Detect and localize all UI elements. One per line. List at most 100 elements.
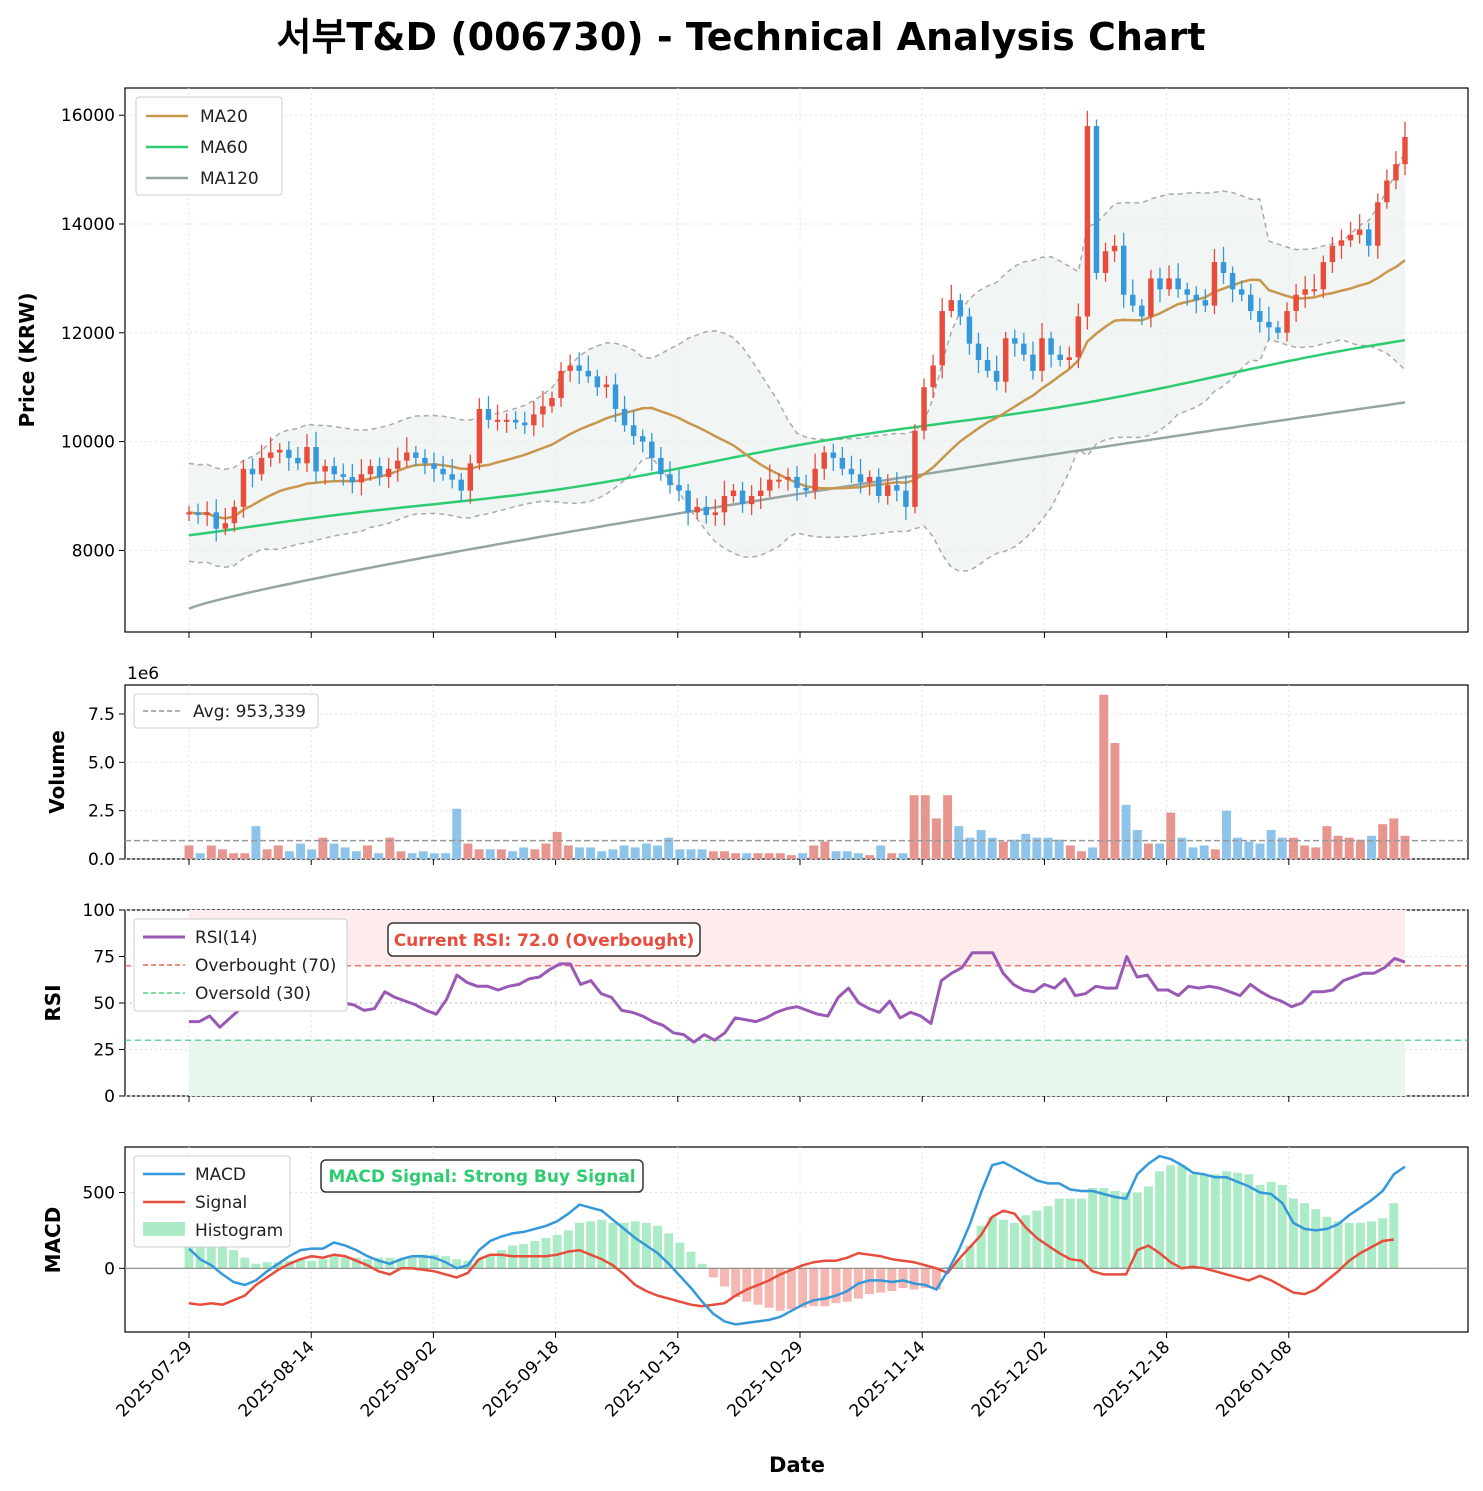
macd-histogram-bar [1300, 1203, 1310, 1269]
volume-bar [909, 795, 919, 859]
candle-body [1021, 343, 1027, 355]
candle-body [785, 476, 791, 480]
volume-bar [1110, 743, 1120, 859]
macd-histogram-bar [1266, 1181, 1276, 1269]
volume-bar [1333, 835, 1343, 859]
candle-body [1402, 136, 1408, 165]
candle-body [1311, 289, 1317, 292]
macd-legend: MACD Signal Histogram [133, 1155, 291, 1248]
rsi-ytick-label: 0 [104, 1087, 115, 1107]
x-tick-label: 2025-10-29 [724, 1337, 808, 1421]
volume-bar [630, 847, 640, 859]
volume-bar [831, 851, 841, 859]
macd-line [188, 1154, 1406, 1326]
volume-bar [195, 853, 205, 859]
macd-histogram-bar [1054, 1198, 1064, 1269]
volume-bar [541, 843, 551, 859]
macd-panel: 0 500 [83, 1146, 1469, 1338]
legend-overbought: Overbought (70) [195, 956, 336, 976]
volume-bar [653, 845, 663, 859]
volume-bar [987, 837, 997, 859]
volume-bar [697, 849, 707, 859]
candle-body [712, 512, 719, 516]
candle-body [921, 387, 927, 431]
macd-histogram-bar [574, 1222, 584, 1269]
overbought-zone [189, 910, 1405, 966]
macd-histogram-bar [407, 1256, 417, 1269]
volume-bar [943, 795, 953, 859]
candle-body [222, 523, 229, 529]
volume-bar [820, 841, 830, 859]
macd-histogram-bar [1010, 1222, 1020, 1269]
candle-body [767, 479, 773, 491]
volume-bar [1378, 824, 1388, 859]
x-tick-label: 2025-10-13 [601, 1337, 685, 1421]
macd-histogram-bar [1344, 1222, 1354, 1269]
candle-body [422, 457, 428, 464]
candle-body [939, 311, 945, 366]
legend-ma20: MA20 [200, 107, 248, 127]
x-axis-ticks: 2025-07-29 2025-08-14 2025-09-02 2025-09-18… [113, 1337, 1297, 1421]
candle-body [821, 452, 827, 469]
x-tick-label: 2025-12-18 [1090, 1337, 1174, 1421]
candle-body [431, 463, 437, 469]
bollinger-band-fill [189, 150, 1405, 572]
macd-histogram-bar [798, 1268, 808, 1308]
candle-body [286, 449, 292, 458]
candle-body [376, 466, 383, 477]
candle-body [231, 506, 238, 524]
candle-body [385, 468, 392, 477]
candle-body [1220, 262, 1227, 273]
volume-bar [1322, 826, 1332, 859]
volume-bar [1389, 818, 1399, 859]
volume-bar [1244, 841, 1254, 859]
candle-body [549, 398, 555, 407]
macd-histogram-bar [329, 1256, 339, 1269]
rsi-line [189, 951, 1406, 1044]
candle-body [748, 496, 755, 505]
volume-bar [563, 845, 573, 859]
volume-bar [1188, 847, 1198, 859]
signal-line [188, 1209, 1394, 1308]
macd-histogram-bar [742, 1268, 752, 1302]
candle-body [857, 474, 864, 483]
macd-histogram-bar [898, 1268, 908, 1289]
volume-bar [786, 855, 796, 859]
volume-bar [1099, 694, 1109, 859]
candle-body [304, 447, 310, 464]
candle-body [1238, 289, 1245, 295]
macd-histogram-bar [1244, 1174, 1254, 1269]
macd-histogram-bar [1166, 1165, 1176, 1269]
macd-histogram-bar [240, 1257, 250, 1269]
volume-bar [1132, 830, 1142, 859]
macd-histogram-bar [630, 1221, 640, 1269]
volume-bar [508, 851, 517, 859]
macd-annotation: MACD Signal: Strong Buy Signal [320, 1159, 644, 1193]
volume-bar [1266, 830, 1276, 859]
x-axis-label: Date [769, 1453, 825, 1477]
macd-ytick-label: 0 [104, 1259, 115, 1279]
macd-histogram-bar [1222, 1171, 1231, 1269]
volume-bar [608, 849, 618, 859]
macd-histogram-bar [753, 1268, 763, 1305]
candle-body [685, 490, 691, 513]
legend-ma120: MA120 [200, 169, 259, 189]
macd-histogram-bar [619, 1222, 629, 1269]
macd-histogram-bar [1077, 1198, 1086, 1269]
macd-histogram-bar [1333, 1221, 1343, 1269]
volume-bar [1032, 837, 1042, 859]
candle-body [485, 408, 492, 420]
candle-body [349, 476, 356, 483]
macd-histogram-bar [530, 1241, 540, 1269]
candle-body [458, 479, 464, 491]
macd-histogram-bar [1099, 1187, 1109, 1269]
volume-multiplier: 1e6 [127, 664, 159, 684]
legend-histogram: Histogram [195, 1221, 283, 1241]
candle-body [676, 485, 682, 491]
volume-bar [385, 837, 395, 859]
volume-bar [664, 837, 674, 859]
candle-body [1102, 251, 1109, 273]
candle-body [1284, 311, 1290, 333]
candle-body [594, 376, 601, 388]
